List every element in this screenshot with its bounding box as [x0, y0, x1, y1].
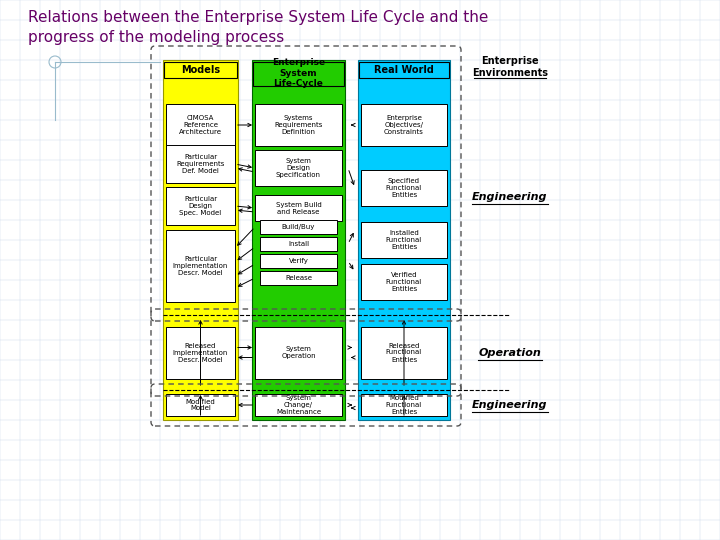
Text: Real World: Real World — [374, 65, 434, 75]
Bar — [166, 230, 235, 302]
Bar — [359, 62, 449, 78]
Bar — [361, 327, 447, 379]
Bar — [361, 222, 447, 258]
Bar — [166, 394, 235, 416]
Text: Installed
Functional
Entities: Installed Functional Entities — [386, 230, 422, 250]
Text: Modified
Model: Modified Model — [186, 399, 215, 411]
Text: Verify: Verify — [289, 258, 308, 264]
Bar — [166, 104, 235, 146]
Text: Models: Models — [181, 65, 220, 75]
Text: System
Design
Specification: System Design Specification — [276, 158, 321, 178]
Text: Build/Buy: Build/Buy — [282, 224, 315, 230]
Text: Verified
Functional
Entities: Verified Functional Entities — [386, 272, 422, 292]
Bar — [166, 327, 235, 379]
Text: System Build
and Release: System Build and Release — [276, 201, 321, 214]
Bar — [260, 220, 337, 234]
Text: System
Change/
Maintenance: System Change/ Maintenance — [276, 395, 321, 415]
Text: Particular
Implementation
Descr. Model: Particular Implementation Descr. Model — [173, 256, 228, 276]
Text: System
Operation: System Operation — [282, 346, 316, 359]
Text: Released
Functional
Entities: Released Functional Entities — [386, 342, 422, 362]
Bar — [361, 264, 447, 300]
Text: Install: Install — [288, 241, 309, 247]
Text: Engineering: Engineering — [472, 400, 548, 410]
Bar — [361, 170, 447, 206]
Bar — [260, 271, 337, 285]
Bar — [166, 187, 235, 225]
Text: Operation: Operation — [479, 348, 541, 357]
Bar — [255, 394, 342, 416]
Text: Systems
Requirements
Definition: Systems Requirements Definition — [274, 115, 323, 135]
Bar — [252, 60, 345, 420]
Bar — [260, 237, 337, 251]
Bar — [164, 62, 237, 78]
Text: Enterprise
Objectives/
Constraints: Enterprise Objectives/ Constraints — [384, 115, 424, 135]
Text: Particular
Design
Spec. Model: Particular Design Spec. Model — [179, 196, 222, 216]
Bar — [255, 195, 342, 221]
Text: Relations between the Enterprise System Life Cycle and the
progress of the model: Relations between the Enterprise System … — [28, 10, 488, 45]
Text: Engineering: Engineering — [472, 192, 548, 201]
Bar — [255, 104, 342, 146]
Bar — [166, 145, 235, 183]
Bar — [361, 394, 447, 416]
Text: Enterprise
System
Life-Cycle: Enterprise System Life-Cycle — [272, 58, 325, 88]
Text: Modified
Functional
Entities: Modified Functional Entities — [386, 395, 422, 415]
Text: Enterprise
Environments: Enterprise Environments — [472, 56, 548, 78]
Bar — [163, 60, 238, 420]
Bar — [253, 62, 344, 86]
Bar — [255, 327, 342, 379]
Text: CIMOSA
Reference
Architecture: CIMOSA Reference Architecture — [179, 115, 222, 135]
Bar — [358, 60, 450, 420]
Text: Specified
Functional
Entities: Specified Functional Entities — [386, 178, 422, 198]
Text: Particular
Requirements
Def. Model: Particular Requirements Def. Model — [176, 154, 225, 174]
Bar — [255, 150, 342, 186]
Bar — [260, 254, 337, 268]
Text: Released
Implementation
Descr. Model: Released Implementation Descr. Model — [173, 342, 228, 362]
Bar — [361, 104, 447, 146]
Text: Release: Release — [285, 275, 312, 281]
